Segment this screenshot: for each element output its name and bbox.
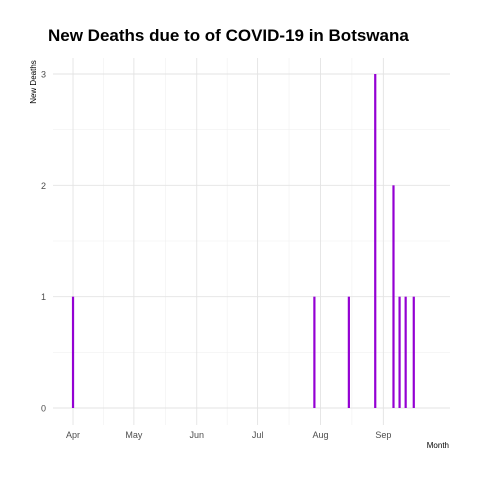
x-tick-label: May — [125, 430, 143, 440]
bar — [374, 74, 377, 408]
y-tick-label: 2 — [41, 181, 46, 191]
x-tick-label: Aug — [312, 430, 328, 440]
bar — [392, 185, 395, 408]
chart-title: New Deaths due to of COVID-19 in Botswan… — [48, 26, 409, 45]
bar-layer — [71, 74, 415, 408]
bar — [412, 296, 415, 408]
x-tick-label: Jul — [252, 430, 264, 440]
axis-layer: New Deaths Month 0 1 2 3 Apr May Jun Jul Aug Sep — [29, 60, 449, 450]
x-tick-label: Apr — [66, 430, 80, 440]
y-tick-label: 0 — [41, 404, 46, 414]
bar — [347, 296, 350, 408]
x-tick-label: Jun — [189, 430, 204, 440]
grid-layer — [53, 58, 450, 425]
y-tick-label: 1 — [41, 292, 46, 302]
y-axis-label: New Deaths — [29, 60, 38, 104]
bar — [398, 296, 401, 408]
bar — [404, 296, 407, 408]
bar — [313, 296, 316, 408]
y-tick-label: 3 — [41, 70, 46, 80]
x-tick-label: Sep — [375, 430, 391, 440]
bar — [71, 296, 75, 408]
x-axis-label: Month — [427, 441, 449, 450]
